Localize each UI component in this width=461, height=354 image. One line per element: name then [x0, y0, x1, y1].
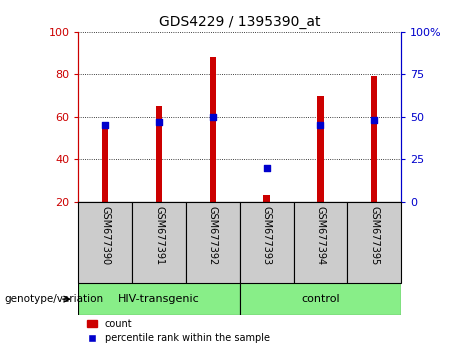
Text: genotype/variation: genotype/variation — [5, 294, 104, 304]
Text: GSM677390: GSM677390 — [100, 206, 110, 265]
Point — [371, 118, 378, 123]
Point — [263, 165, 270, 171]
Text: HIV-transgenic: HIV-transgenic — [118, 294, 200, 304]
Bar — [102, 125, 108, 202]
Point — [209, 114, 217, 120]
FancyBboxPatch shape — [240, 202, 294, 283]
FancyBboxPatch shape — [78, 283, 240, 315]
Bar — [210, 57, 216, 202]
Bar — [371, 76, 378, 202]
FancyBboxPatch shape — [347, 202, 401, 283]
Title: GDS4229 / 1395390_at: GDS4229 / 1395390_at — [159, 16, 320, 29]
Point — [101, 122, 109, 128]
Text: GSM677393: GSM677393 — [261, 206, 272, 265]
Text: GSM677394: GSM677394 — [315, 206, 325, 265]
Text: GSM677391: GSM677391 — [154, 206, 164, 265]
FancyBboxPatch shape — [132, 202, 186, 283]
Bar — [263, 195, 270, 202]
FancyBboxPatch shape — [240, 283, 401, 315]
Bar — [156, 106, 162, 202]
FancyBboxPatch shape — [294, 202, 347, 283]
FancyBboxPatch shape — [78, 202, 132, 283]
Legend: count, percentile rank within the sample: count, percentile rank within the sample — [83, 315, 273, 347]
FancyBboxPatch shape — [186, 202, 240, 283]
Bar — [317, 96, 324, 202]
Text: GSM677395: GSM677395 — [369, 206, 379, 265]
Text: GSM677392: GSM677392 — [208, 206, 218, 265]
Text: control: control — [301, 294, 340, 304]
Point — [317, 122, 324, 128]
Point — [155, 119, 163, 125]
